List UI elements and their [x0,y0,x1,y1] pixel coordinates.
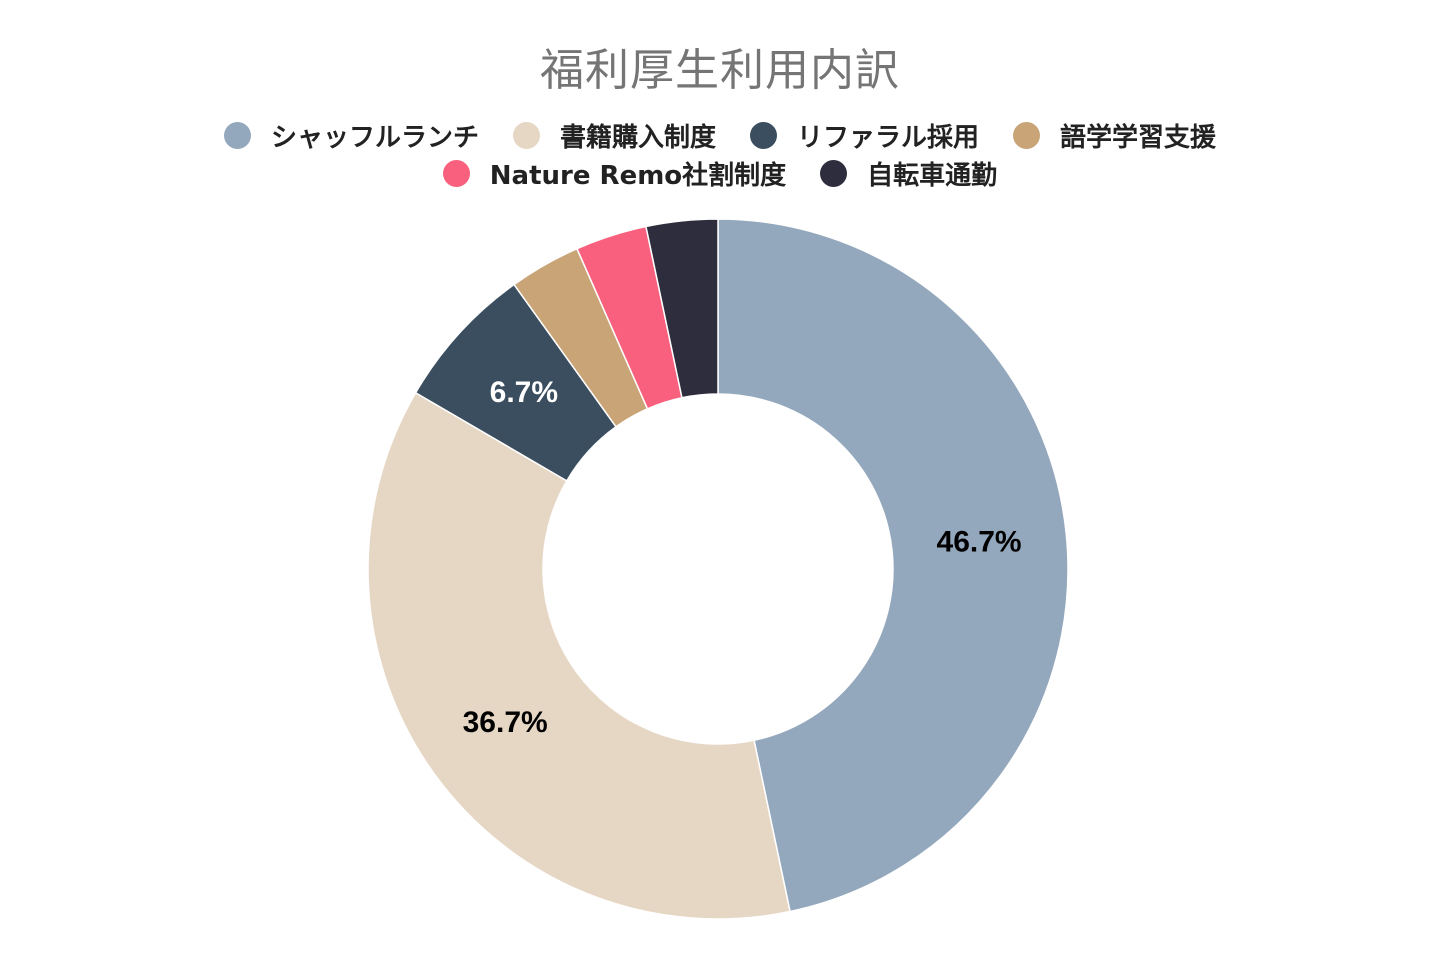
legend-row: シャッフルランチ 書籍購入制度 リファラル採用 語学学習支援 [0,116,1440,154]
legend-item[interactable]: 書籍購入制度 [512,117,716,154]
legend-item[interactable]: 自転車通勤 [820,155,997,192]
slice-data-label: 46.7% [937,525,1022,558]
donut-slice[interactable] [717,218,1069,913]
legend-label: シャッフルランチ [270,122,479,153]
legend-item[interactable]: 語学学習支援 [1013,117,1216,154]
legend-swatch [750,121,777,149]
legend-label: リファラル採用 [797,122,980,153]
legend-swatch [442,159,470,187]
legend-item[interactable]: リファラル採用 [750,117,979,154]
slice-data-label: 36.7% [463,706,548,739]
legend: シャッフルランチ 書籍購入制度 リファラル採用 語学学習支援 Nature Remo社割… [0,116,1440,192]
legend-item[interactable]: シャッフルランチ [223,117,479,154]
legend-swatch [1013,121,1041,149]
legend-item[interactable]: Nature Remo社割制度 [442,155,787,192]
legend-label: Nature Remo社割制度 [489,160,787,191]
legend-swatch [223,121,251,149]
legend-swatch [820,159,848,187]
donut-slice[interactable] [645,218,719,399]
legend-swatch [512,121,540,149]
legend-label: 書籍購入制度 [559,122,716,153]
legend-label: 自転車通勤 [867,160,998,191]
donut-slice[interactable] [367,391,791,920]
legend-label: 語学学習支援 [1060,122,1217,153]
legend-row: Nature Remo社割制度 自転車通勤 [0,154,1440,192]
slice-data-label: 6.7% [490,376,558,409]
chart-title: 福利厚生利用内訳 [540,45,900,96]
